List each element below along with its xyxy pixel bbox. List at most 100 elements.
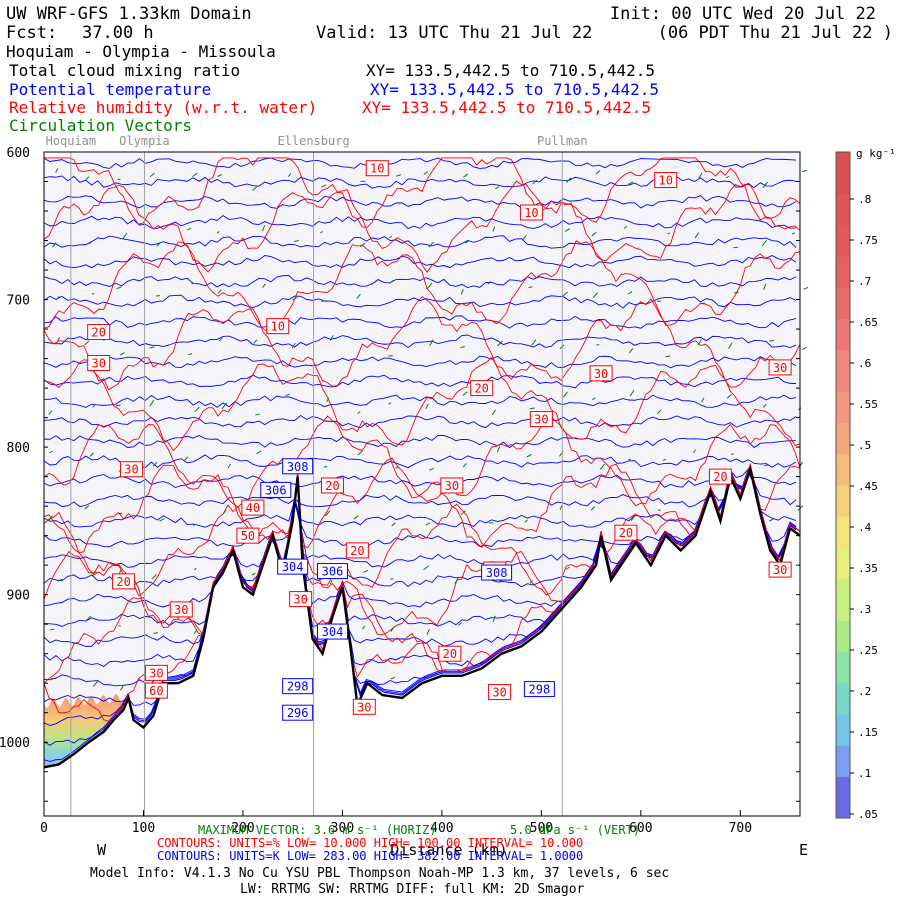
circulation-vector	[730, 453, 734, 456]
theta-contour-line	[43, 469, 797, 508]
rh-label: 10	[658, 174, 672, 188]
colorbar-swatch	[836, 765, 850, 777]
theta-label: 308	[287, 460, 309, 474]
circulation-vector	[665, 355, 671, 358]
theta-label-box	[316, 563, 348, 580]
place-name: Pullman	[537, 134, 588, 148]
circulation-vector	[529, 407, 535, 410]
rh-label: 30	[149, 666, 163, 680]
circulation-vector	[192, 523, 197, 526]
circulation-vector	[55, 296, 60, 301]
colorbar-swatch	[836, 339, 850, 351]
circulation-vector	[462, 391, 468, 396]
circulation-vector	[429, 467, 434, 471]
circulation-vector	[590, 506, 596, 511]
max-vector-text: MAXIMUM VECTOR: 3.6 m s⁻¹ (HORIZ)	[198, 823, 436, 837]
circulation-vector	[153, 631, 158, 635]
colorbar-label: .7	[858, 275, 871, 288]
circulation-vector	[454, 577, 459, 585]
rh-label: 30	[492, 686, 506, 700]
theta-contour-line	[43, 157, 797, 169]
rh-contour-line	[43, 457, 801, 554]
circulation-vector	[425, 403, 429, 410]
colorbar-label: .6	[858, 357, 871, 370]
circulation-vector	[323, 465, 328, 468]
rh-label-box	[144, 682, 168, 699]
y-tick-label: 900	[7, 589, 30, 604]
colorbar-swatch	[836, 224, 850, 236]
circulation-vector	[84, 505, 90, 510]
circulation-vector	[734, 291, 740, 294]
rh-label: 20	[325, 479, 339, 493]
theta-label-box	[277, 558, 309, 575]
circulation-vector	[120, 352, 125, 356]
circulation-vector	[92, 404, 96, 408]
x-tick-label: 600	[629, 821, 652, 836]
colorbar-swatch	[836, 703, 850, 715]
circulation-vector	[562, 391, 568, 398]
circulation-vector	[565, 566, 570, 570]
theta-contour-line	[43, 294, 797, 309]
colorbar-swatch	[836, 152, 850, 163]
circulation-vector	[329, 580, 333, 585]
rh-label: 30	[357, 700, 371, 714]
place-names: Hoquiam Olympia Ellensburg Pullman	[46, 134, 588, 148]
colorbar-swatch	[836, 557, 850, 569]
rh-label: 20	[619, 526, 633, 540]
rh-label-box	[365, 160, 389, 177]
colorbar-swatch	[836, 401, 850, 413]
forecast-hour: 37.00 h	[82, 23, 154, 43]
circulation-vector	[692, 449, 697, 454]
theta-contour-line	[43, 471, 797, 528]
colorbar-swatch	[836, 505, 850, 517]
circulation-vector	[359, 243, 366, 247]
rh-label-box	[470, 380, 494, 397]
colorbar-swatch	[836, 547, 850, 559]
circulation-vector	[592, 397, 596, 401]
rh-label-box	[519, 204, 543, 221]
circulation-vector	[761, 239, 767, 247]
circulation-vector	[183, 456, 189, 462]
theta-contour-line	[43, 434, 797, 449]
theta-contour-line	[43, 255, 797, 269]
circulation-vector	[662, 458, 666, 461]
circulation-vector	[803, 286, 809, 290]
circulation-vector	[565, 177, 572, 183]
theta-label-box	[260, 481, 292, 498]
rh-contour-line	[43, 356, 801, 452]
rh-label-box	[438, 645, 462, 662]
circulation-vector	[56, 337, 61, 343]
rh-label-box	[241, 499, 265, 516]
circulation-vector	[256, 450, 262, 455]
theta-contour-line	[43, 394, 797, 408]
colorbar-swatch	[836, 641, 850, 652]
rh-label: 30	[124, 463, 138, 477]
rh-label: 20	[91, 326, 105, 340]
forecast-label: Fcst:	[6, 23, 57, 43]
circulation-vector	[426, 628, 430, 636]
rh-label: 30	[773, 361, 787, 375]
colorbar-labels: .8 .75 .7 .65 .6 .55 .5 .45 .4 .35 .3 .25 .2 .15 .1 .05	[850, 193, 878, 821]
circulation-vector	[321, 300, 325, 303]
rh-label: 50	[241, 529, 255, 543]
model-title: UW WRF-GFS 1.33km Domain	[6, 4, 252, 24]
valid-time: Valid: 13 UTC Thu 21 Jul 22	[316, 23, 592, 43]
circulation-vector	[460, 510, 466, 516]
rh-contour-line	[43, 463, 801, 597]
rh-contour-line	[43, 415, 801, 508]
rh-label-box	[614, 524, 638, 541]
rh-contour-line	[44, 157, 801, 228]
route-title: Hoquiam - Olympia - Missoula	[6, 42, 276, 61]
colorbar-swatch	[836, 651, 850, 663]
field-xy-cloud: XY= 133.5,442.5 to 710.5,442.5	[366, 61, 655, 80]
colorbar-swatch	[836, 443, 850, 455]
circulation-vector	[528, 286, 533, 289]
colorbar-swatch	[836, 599, 850, 611]
circulation-vector	[122, 232, 128, 240]
circulation-vector	[329, 335, 334, 341]
theta-contour-line	[43, 315, 797, 329]
colorbar-swatch	[836, 464, 850, 476]
colorbar-swatch	[836, 474, 850, 486]
colorbar-swatch	[836, 537, 850, 548]
colorbar-swatch	[836, 630, 850, 642]
